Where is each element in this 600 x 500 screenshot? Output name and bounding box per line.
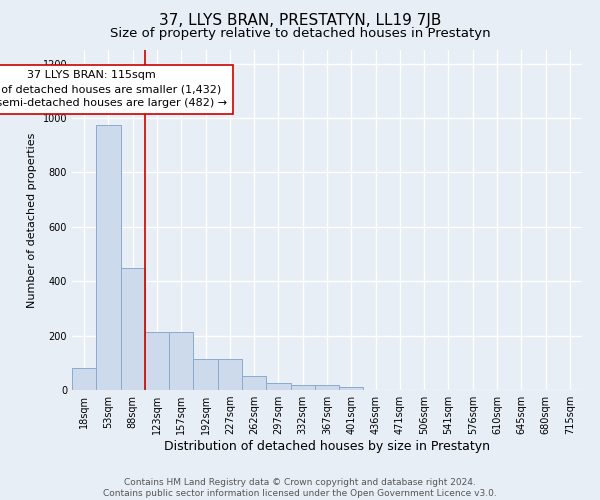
Bar (193, 358, 218, 390)
Text: 37, LLYS BRAN, PRESTATYN, LL19 7JB: 37, LLYS BRAN, PRESTATYN, LL19 7JB (159, 12, 441, 28)
Bar (266, 383, 290, 390)
Text: 37 LLYS BRAN: 115sqm
← 74% of detached houses are smaller (1,432)
25% of semi-de: 37 LLYS BRAN: 115sqm ← 74% of detached h… (0, 70, 227, 108)
Text: Size of property relative to detached houses in Prestatyn: Size of property relative to detached ho… (110, 28, 490, 40)
Bar (96, 125, 121, 390)
X-axis label: Distribution of detached houses by size in Prestatyn: Distribution of detached houses by size … (164, 440, 490, 453)
Bar (218, 358, 242, 390)
Bar (169, 332, 193, 390)
Bar (315, 384, 339, 390)
Text: Contains HM Land Registry data © Crown copyright and database right 2024.
Contai: Contains HM Land Registry data © Crown c… (103, 478, 497, 498)
Bar (145, 332, 169, 390)
Y-axis label: Number of detached properties: Number of detached properties (27, 132, 37, 308)
Bar (121, 268, 145, 390)
Bar (339, 388, 364, 390)
Bar (242, 376, 266, 390)
Bar (290, 384, 315, 390)
Bar (72, 368, 96, 390)
